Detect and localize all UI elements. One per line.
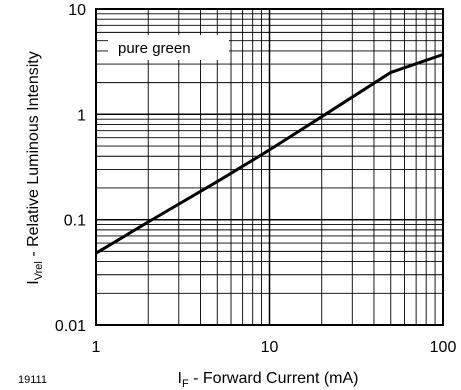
plot-frame [95,8,444,326]
x-axis-title-main: I [178,370,182,387]
y-tick-label: 0.01 [55,318,86,335]
x-tick-labels: 1 10 100 [92,339,457,356]
legend-label: pure green [118,40,191,57]
y-axis-title-main: I [25,280,42,284]
y-axis-title-rest: - Relative Luminous Intensity [25,51,42,261]
y-axis-title-sub: Vrel [33,261,45,280]
x-tick-label: 100 [430,339,457,356]
y-tick-labels: 0.01 0.1 1 10 [55,2,86,335]
x-tick-label: 1 [92,339,101,356]
series-line-0 [95,53,444,255]
legend: pure green [108,35,229,60]
legend-box [108,35,229,60]
series-layer [95,53,444,255]
y-tick-label: 10 [68,2,86,19]
x-axis-title: IF - Forward Current (mA) [178,370,359,390]
x-axis-title-rest: - Forward Current (mA) [189,370,359,387]
y-axis-title: IVrel - Relative Luminous Intensity [25,51,45,284]
grid-lines [96,9,443,325]
y-tick-label: 0.1 [64,213,86,230]
y-tick-label: 1 [77,107,86,124]
x-tick-label: 10 [261,339,279,356]
x-axis-title-sub: F [182,378,189,390]
figure-id: 19111 [18,374,47,386]
